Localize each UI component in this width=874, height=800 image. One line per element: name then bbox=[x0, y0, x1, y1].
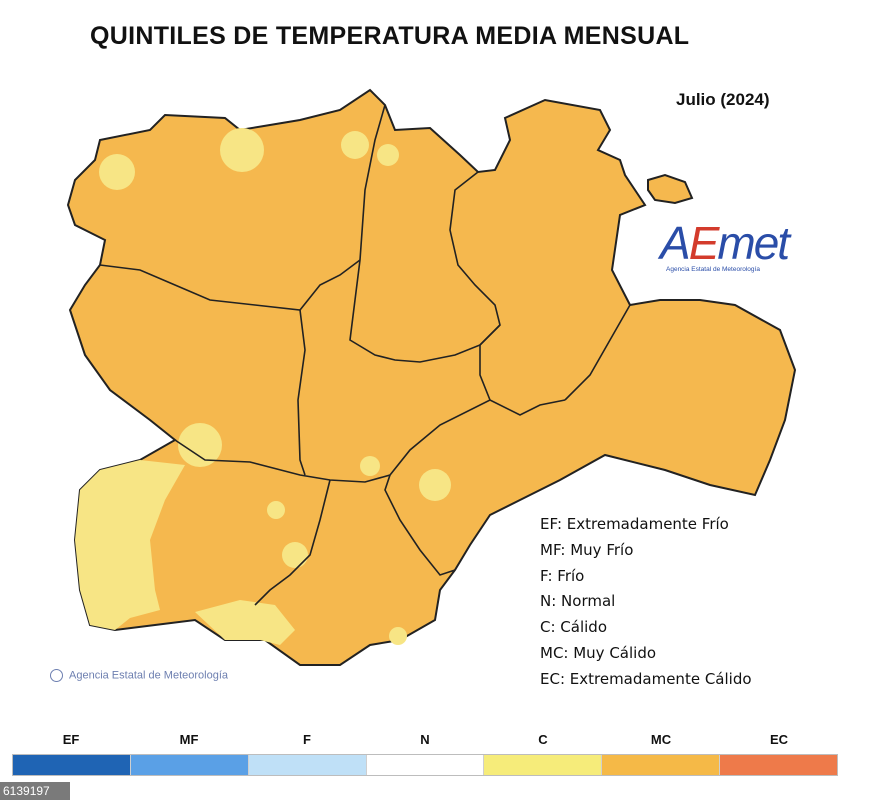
spot-1 bbox=[99, 154, 135, 190]
scale-swatch-ef bbox=[13, 755, 131, 775]
image-id-badge: 6139197 bbox=[0, 782, 70, 800]
scale-label-ef: EF bbox=[62, 732, 80, 747]
spot-5 bbox=[178, 423, 222, 467]
scale-swatch-n bbox=[366, 755, 485, 775]
scale-label-f: F bbox=[303, 732, 311, 747]
scale-swatch-mc bbox=[602, 755, 721, 775]
spot-8 bbox=[267, 501, 285, 519]
credit-text: Agencia Estatal de Meteorología bbox=[69, 669, 228, 682]
region-outline bbox=[66, 88, 797, 666]
south-patch bbox=[195, 600, 295, 645]
spot-10 bbox=[389, 627, 407, 645]
scale-swatch-c bbox=[484, 755, 603, 775]
credit-line: Agencia Estatal de Meteorología bbox=[50, 669, 228, 682]
scale-swatch-ec bbox=[720, 755, 838, 775]
map-title: QUINTILES DE TEMPERATURA MEDIA MENSUAL bbox=[90, 22, 690, 50]
island-outline bbox=[647, 173, 694, 205]
scale-swatch-f bbox=[248, 755, 367, 775]
scale-label-n: N bbox=[420, 732, 430, 747]
legend-mc: MC: Muy Cálido bbox=[540, 643, 657, 662]
spot-2 bbox=[220, 128, 264, 172]
map-subtitle: Julio (2024) bbox=[676, 90, 770, 109]
west-patch bbox=[75, 460, 185, 630]
scale-label-mf: MF bbox=[179, 732, 199, 747]
spot-3 bbox=[341, 131, 369, 159]
legend-c: C: Cálido bbox=[540, 618, 607, 637]
spot-6 bbox=[419, 469, 451, 501]
scale-labels: EF MF F N C MC EC bbox=[12, 732, 838, 754]
spot-4 bbox=[377, 144, 399, 166]
legend-ec: EC: Extremadamente Cálido bbox=[540, 669, 752, 688]
color-scale: EF MF F N C MC EC bbox=[12, 732, 838, 776]
spot-7 bbox=[360, 456, 380, 476]
aemet-logo: AEmet Agencia Estatal de Meteorología bbox=[660, 220, 810, 273]
aemet-wordmark: AEmet bbox=[660, 217, 790, 269]
copyright-icon bbox=[50, 669, 63, 682]
legend-n: N: Normal bbox=[540, 592, 616, 611]
legend-f: F: Frío bbox=[540, 566, 585, 585]
scale-label-c: C bbox=[538, 732, 548, 747]
category-legend: EF: Extremadamente Frío MF: Muy Frío F: … bbox=[540, 512, 752, 693]
spot-9 bbox=[282, 542, 308, 568]
region-map bbox=[66, 88, 797, 666]
legend-mf: MF: Muy Frío bbox=[540, 540, 634, 559]
province-boundaries bbox=[99, 104, 631, 606]
scale-swatch-mf bbox=[130, 755, 249, 775]
legend-ef: EF: Extremadamente Frío bbox=[540, 515, 729, 533]
warm-patches bbox=[75, 128, 451, 645]
scale-label-mc: MC bbox=[650, 732, 672, 747]
scale-bar bbox=[12, 754, 838, 776]
scale-label-ec: EC bbox=[769, 732, 789, 747]
aemet-tagline: Agencia Estatal de Meteorología bbox=[666, 266, 760, 273]
